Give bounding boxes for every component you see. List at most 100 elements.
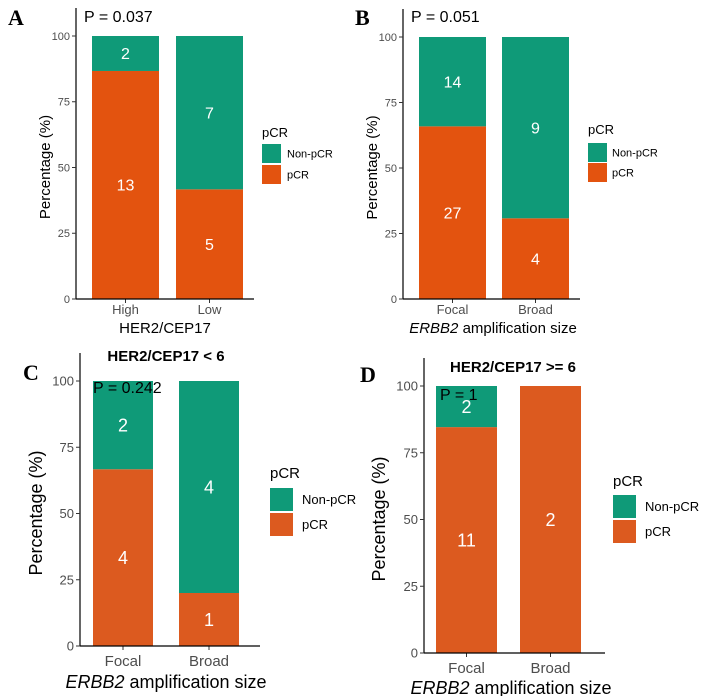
x-axis-title-text: amplification size — [469, 678, 611, 696]
legend-title: pCR — [262, 125, 288, 140]
bar-non-pcr-broad — [179, 381, 239, 593]
chart-title: HER2/CEP17 < 6 — [107, 348, 224, 365]
data-label-non-pcr: 9 — [531, 120, 540, 137]
x-tick-label: Low — [198, 302, 222, 317]
y-tick-label: 75 — [404, 445, 418, 460]
legend-swatch-non-pcr — [262, 144, 281, 163]
panel-d: D HER2/CEP17 >= 6 11 2 Focal 2 Broad 0 25 50 75 100… — [360, 358, 699, 696]
x-tick-label: Focal — [448, 660, 485, 677]
panel-letter: B — [355, 5, 370, 30]
legend-label: pCR — [287, 169, 309, 181]
legend-label: pCR — [612, 167, 634, 179]
y-tick-label: 0 — [411, 646, 418, 661]
x-tick-label: Broad — [518, 302, 553, 317]
x-tick-label: Focal — [437, 302, 469, 317]
y-tick-label: 50 — [385, 163, 397, 175]
y-axis-title: Percentage (%) — [369, 456, 389, 581]
data-label-non-pcr: 7 — [205, 105, 214, 122]
x-axis-title: HER2/CEP17 — [119, 320, 211, 337]
data-label-pcr: 4 — [118, 548, 128, 568]
bar-pcr-broad — [502, 218, 569, 299]
x-axis-title-text: HER2/CEP17 — [119, 320, 211, 337]
y-tick-label: 0 — [64, 294, 70, 306]
y-tick-label: 100 — [379, 32, 397, 44]
y-tick-label: 0 — [67, 639, 74, 654]
p-value: P = 0.242 — [93, 380, 162, 397]
bar-pcr-broad — [179, 593, 239, 646]
bar-pcr-high — [92, 70, 159, 299]
y-axis-title: Percentage (%) — [26, 450, 46, 575]
bar-pcr-low — [176, 189, 243, 299]
x-axis-title-gene: ERBB2 — [410, 678, 469, 696]
y-tick-label: 75 — [60, 440, 74, 455]
bar-non-pcr-focal — [436, 386, 497, 428]
legend-swatch-non-pcr — [613, 495, 636, 518]
bar-non-pcr-broad — [502, 37, 569, 219]
legend-label: Non-pCR — [645, 499, 699, 514]
panel-letter: A — [8, 5, 24, 30]
legend-label: Non-pCR — [287, 148, 333, 160]
data-label-non-pcr: 14 — [444, 74, 462, 91]
bar-pcr-broad — [520, 386, 581, 653]
legend-label: pCR — [645, 524, 671, 539]
y-tick-label: 75 — [385, 97, 397, 109]
bar-non-pcr-focal — [93, 381, 153, 470]
bar-pcr-focal — [436, 427, 497, 653]
data-label-pcr: 4 — [531, 251, 540, 268]
y-tick-label: 75 — [58, 97, 70, 109]
panel-b: B 27 14 Focal 4 9 Broad 0 25 50 75 100 P = 0.051 Perc… — [355, 5, 658, 337]
chart-title: HER2/CEP17 >= 6 — [450, 359, 576, 376]
legend-title: pCR — [588, 122, 614, 137]
y-tick-label: 25 — [404, 579, 418, 594]
panel-a: A 13 2 High 5 7 Low 0 25 50 75 100 P = 0.037 Percenta… — [8, 5, 333, 337]
y-tick-label: 50 — [404, 512, 418, 527]
bar-pcr-focal — [419, 126, 486, 299]
data-label-non-pcr: 4 — [204, 477, 214, 497]
y-axis-title: Percentage (%) — [364, 115, 381, 219]
p-value: P = 1 — [440, 387, 478, 404]
bar-non-pcr-focal — [419, 37, 486, 127]
y-tick-label: 50 — [60, 506, 74, 521]
x-tick-label: High — [112, 302, 139, 317]
x-axis-title: ERBB2 amplification size — [65, 672, 266, 692]
x-tick-label: Broad — [530, 660, 570, 677]
panel-letter: C — [23, 360, 39, 385]
p-value: P = 0.051 — [411, 9, 480, 26]
x-tick-label: Focal — [105, 653, 142, 670]
x-tick-label: Broad — [189, 653, 229, 670]
legend-swatch-pcr — [262, 165, 281, 184]
x-axis-title: ERBB2 amplification size — [410, 678, 611, 696]
legend-title: pCR — [270, 465, 300, 482]
bar-non-pcr-high — [92, 36, 159, 71]
panel-c: C HER2/CEP17 < 6 4 2 Focal 1 4 Broad 0 25 50 75 100 P… — [23, 348, 356, 692]
p-value: P = 0.037 — [84, 9, 153, 26]
x-axis-title-text: amplification size — [124, 672, 266, 692]
data-label-pcr: 11 — [457, 530, 476, 550]
data-label-pcr: 13 — [117, 178, 135, 195]
y-tick-label: 25 — [60, 572, 74, 587]
x-axis-title: ERBB2 amplification size — [409, 320, 577, 337]
data-label-pcr: 1 — [204, 610, 214, 630]
y-tick-label: 25 — [385, 228, 397, 240]
y-tick-label: 0 — [391, 294, 397, 306]
legend-swatch-pcr — [588, 163, 607, 182]
legend-swatch-non-pcr — [588, 143, 607, 162]
legend-label: pCR — [302, 517, 328, 532]
y-axis-title: Percentage (%) — [37, 115, 54, 219]
data-label-pcr: 2 — [545, 510, 555, 530]
bar-non-pcr-low — [176, 36, 243, 190]
bar-pcr-focal — [93, 469, 153, 646]
legend-swatch-non-pcr — [270, 488, 293, 511]
panel-letter: D — [360, 362, 376, 387]
data-label-non-pcr: 2 — [461, 397, 471, 417]
legend: pCR Non-pCR pCR — [262, 125, 333, 184]
data-label-non-pcr: 2 — [121, 46, 130, 63]
x-axis-title-text: amplification size — [458, 320, 576, 337]
x-axis-title-gene: ERBB2 — [65, 672, 124, 692]
legend-swatch-pcr — [613, 520, 636, 543]
y-tick-label: 100 — [52, 31, 70, 43]
